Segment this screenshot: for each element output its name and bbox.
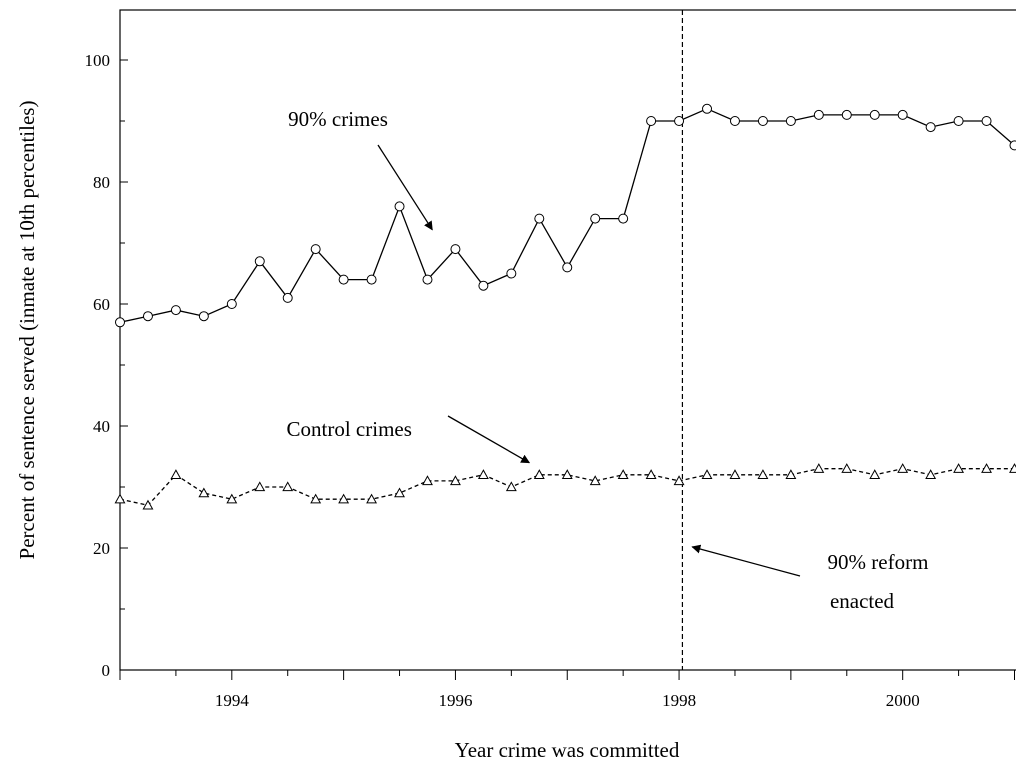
data-point [115,317,125,328]
series-control-crimes [114,463,1016,510]
data-point [198,311,209,322]
data-point [841,109,852,120]
annotation-layer: 90% crimes Control crimes 90% reform enacte… [287,107,929,613]
data-point [422,475,433,486]
plot-frame [119,9,1016,671]
data-point [897,109,908,120]
data-point [142,311,153,322]
data-point [729,116,740,126]
data-point [841,463,853,473]
y-axis: 0 20 40 60 80 100 [85,51,128,680]
data-point [702,103,713,114]
data-point [170,469,182,479]
annotation-label: enacted [830,589,895,613]
data-point [422,274,433,285]
annotation-label: 90% reform [828,550,929,574]
data-point [1009,140,1016,151]
data-point [646,116,657,126]
y-axis-title: Percent of sentence served (inmate at 10… [15,101,39,560]
data-point [338,274,349,285]
series-line [119,108,1015,323]
x-tick-label: 1998 [662,691,696,710]
x-tick-label: 2000 [886,691,920,710]
x-tick-label: 1996 [438,691,472,710]
annotation-arrow [691,544,801,577]
data-point [729,469,741,479]
data-point [198,487,210,498]
x-tick-label: 1994 [215,691,250,710]
data-point [757,469,769,479]
data-point [449,475,461,486]
data-point [478,280,489,291]
data-point [785,116,796,126]
data-point [366,493,378,504]
annotation-arrow [377,144,433,231]
data-point [869,109,880,120]
data-point [254,256,265,267]
data-point [450,244,461,255]
data-point [673,475,685,486]
data-point [869,469,881,479]
data-point [114,493,126,504]
data-point [533,469,545,479]
data-point [282,292,293,303]
annotation-label: Control crimes [287,417,412,441]
data-point [785,469,797,479]
annotation-arrow [447,415,531,464]
data-point [813,109,824,120]
data-point [534,213,545,224]
data-point [505,481,517,492]
data-point [925,469,937,479]
series-line [119,468,1015,507]
y-tick-label: 80 [93,173,110,192]
data-point [226,493,238,504]
data-point [813,463,825,473]
series-layer [114,103,1016,510]
y-tick-label: 40 [93,417,110,436]
data-point [589,475,601,486]
data-point [953,463,965,473]
data-point [645,469,657,479]
data-point [310,493,322,504]
data-point [981,463,992,473]
data-point [338,493,350,504]
data-point [282,481,294,492]
data-point [394,201,405,212]
data-point [477,469,489,479]
data-point [701,469,713,479]
x-axis: 1994 1996 1998 2000 [119,670,1015,710]
series-ninety-percent-crimes [115,103,1016,328]
data-point [366,274,377,285]
data-point [394,487,405,498]
data-point [981,116,992,126]
data-point [170,305,181,316]
data-point [618,213,629,224]
data-point [226,299,237,309]
data-point [561,469,573,479]
data-point [142,499,154,510]
data-point [254,481,266,492]
y-tick-label: 60 [93,295,110,314]
y-tick-label: 100 [85,51,111,70]
data-point [617,469,629,479]
data-point [897,463,909,473]
y-tick-label: 0 [102,661,111,680]
annotation-label: 90% crimes [288,107,388,131]
data-point [590,213,601,224]
data-point [757,116,768,126]
data-point [562,262,573,273]
data-point [1009,463,1016,473]
data-point [925,122,936,133]
data-point [506,268,517,279]
data-point [310,244,321,255]
x-axis-title: Year crime was committed [455,738,680,762]
y-tick-label: 20 [93,539,110,558]
data-point [674,116,685,126]
data-point [953,116,964,126]
